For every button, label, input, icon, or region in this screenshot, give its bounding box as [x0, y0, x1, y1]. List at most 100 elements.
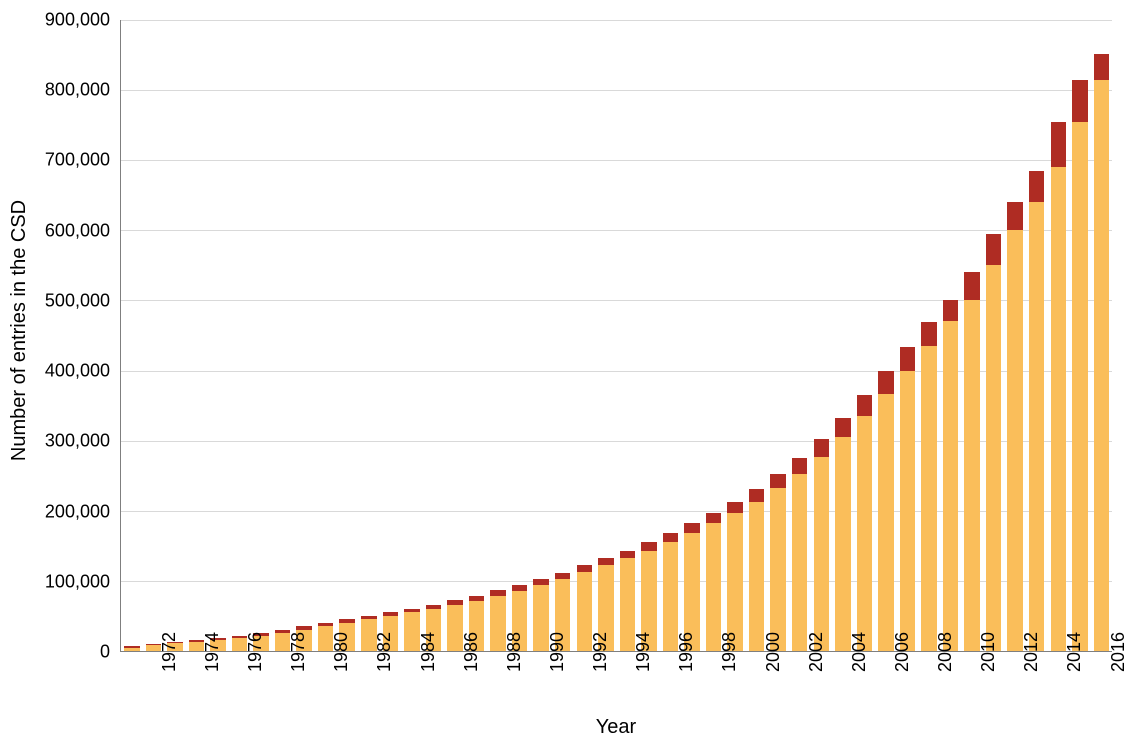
bar-segment-top	[770, 474, 786, 488]
x-label-slot: 1986	[422, 652, 444, 707]
x-label-slot: 1988	[465, 652, 487, 707]
x-label-slot: 2008	[896, 652, 918, 707]
bar-slot	[293, 20, 315, 651]
x-label-slot: 2000	[724, 652, 746, 707]
y-tick-label: 900,000	[45, 10, 110, 31]
bar-slot	[143, 20, 165, 651]
y-tick-label: 700,000	[45, 150, 110, 171]
y-tick-label: 100,000	[45, 571, 110, 592]
bar-slot	[811, 20, 833, 651]
bar-slot	[487, 20, 509, 651]
x-label-slot	[357, 652, 379, 707]
bar-slot	[595, 20, 617, 651]
bar	[1051, 122, 1067, 651]
y-axis-title-container: Number of entries in the CSD	[0, 0, 40, 660]
x-label-slot	[271, 652, 293, 707]
bar-segment-base	[1094, 80, 1110, 651]
bar-segment-top	[857, 395, 873, 416]
plot-inner	[120, 20, 1112, 652]
bar-slot	[380, 20, 402, 651]
x-label-slot	[314, 652, 336, 707]
x-label-slot: 2002	[767, 652, 789, 707]
bar-segment-top	[663, 533, 679, 542]
y-tick-label: 600,000	[45, 220, 110, 241]
bar-segment-base	[749, 502, 765, 651]
bar-segment-top	[921, 322, 937, 347]
x-label-slot	[530, 652, 552, 707]
bar-slot	[617, 20, 639, 651]
x-label-slot	[142, 652, 164, 707]
bar-slot	[681, 20, 703, 651]
bar-segment-base	[814, 457, 830, 651]
bar	[900, 347, 916, 651]
bar-slot	[552, 20, 574, 651]
bar-slot	[401, 20, 423, 651]
bar-segment-top	[878, 371, 894, 393]
plot-area	[120, 20, 1112, 652]
bar-segment-top	[900, 347, 916, 371]
bar-segment-base	[964, 300, 980, 651]
bar-segment-top	[1094, 54, 1110, 80]
x-label-slot	[832, 652, 854, 707]
bar-slot	[423, 20, 445, 651]
x-axis-title: Year	[120, 707, 1112, 747]
y-tick-label: 500,000	[45, 290, 110, 311]
y-tick-label: 0	[100, 642, 110, 663]
bar-slot	[1091, 20, 1113, 651]
bar-slot	[358, 20, 380, 651]
bar-segment-top	[577, 565, 593, 572]
bar	[835, 418, 851, 651]
x-axis-labels: 1972197419761978198019821984198619881990…	[120, 652, 1112, 707]
bar	[878, 371, 894, 651]
bar-segment-top	[620, 551, 636, 559]
bar-slot	[573, 20, 595, 651]
y-tick-label: 800,000	[45, 80, 110, 101]
bar-slot	[940, 20, 962, 651]
y-axis-title: Number of entries in the CSD	[9, 199, 32, 460]
bar-slot	[121, 20, 143, 651]
bar-slot	[207, 20, 229, 651]
x-label-slot: 1990	[508, 652, 530, 707]
x-label-slot	[228, 652, 250, 707]
x-label-slot	[185, 652, 207, 707]
y-axis-ticks: 0100,000200,000300,000400,000500,000600,…	[40, 20, 115, 652]
x-label-slot	[573, 652, 595, 707]
x-label-slot: 1982	[336, 652, 358, 707]
x-label-slot: 1976	[206, 652, 228, 707]
bar-segment-base	[1072, 122, 1088, 651]
bar-segment-top	[835, 418, 851, 438]
bar	[1029, 171, 1045, 651]
x-label-slot: 1996	[638, 652, 660, 707]
bar-slot	[897, 20, 919, 651]
bar-segment-base	[792, 474, 808, 651]
x-label-slot	[616, 652, 638, 707]
x-label-slot: 1992	[551, 652, 573, 707]
bar-segment-top	[749, 489, 765, 502]
bar-slot	[250, 20, 272, 651]
bar-segment-top	[1029, 171, 1045, 203]
bar	[749, 489, 765, 651]
bar-slot	[983, 20, 1005, 651]
x-label-slot	[1047, 652, 1069, 707]
bar-slot	[660, 20, 682, 651]
bar-slot	[1069, 20, 1091, 651]
y-tick-label: 200,000	[45, 501, 110, 522]
bar-slot	[272, 20, 294, 651]
bar-segment-top	[706, 513, 722, 524]
x-label-slot	[659, 652, 681, 707]
y-tick-label: 400,000	[45, 361, 110, 382]
bar-segment-base	[921, 346, 937, 651]
bar-slot	[638, 20, 660, 651]
bar-slot	[854, 20, 876, 651]
bar	[1072, 80, 1088, 651]
bar-segment-base	[943, 321, 959, 651]
csd-entries-chart: Number of entries in the CSD 0 100,000 200…	[0, 0, 1132, 747]
bar-slot	[918, 20, 940, 651]
bar	[964, 272, 980, 651]
bar-segment-top	[727, 502, 743, 513]
bar-slot	[509, 20, 531, 651]
bar-slot	[315, 20, 337, 651]
bar	[706, 513, 722, 651]
x-label-slot: 1972	[120, 652, 142, 707]
x-label-slot	[443, 652, 465, 707]
